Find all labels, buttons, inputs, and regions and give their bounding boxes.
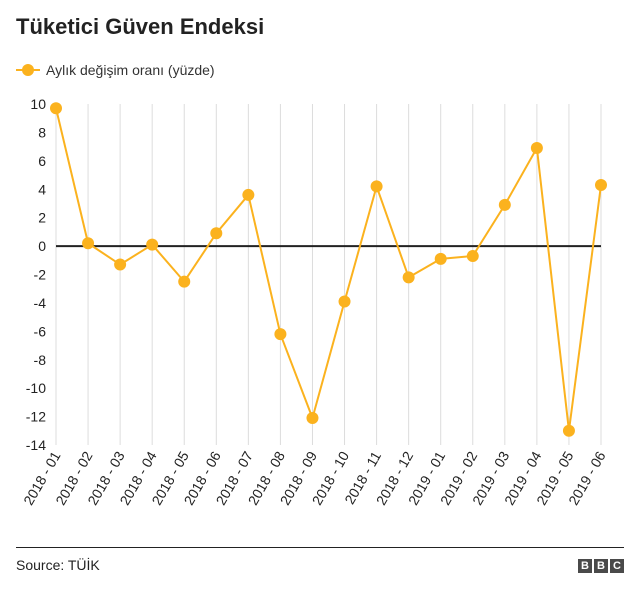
series-line	[55, 108, 602, 432]
bbc-logo: B B C	[578, 559, 624, 573]
data-point	[82, 237, 95, 250]
bbc-logo-letter: B	[578, 559, 592, 573]
data-point	[242, 188, 255, 201]
data-point	[210, 227, 223, 240]
data-point	[466, 250, 479, 263]
y-tick-label: 6	[38, 153, 46, 169]
data-point	[274, 328, 287, 341]
y-tick-label: -4	[34, 295, 47, 311]
legend: Aylık değişim oranı (yüzde)	[16, 60, 215, 80]
bbc-logo-letter: C	[610, 559, 624, 573]
legend-label: Aylık değişim oranı (yüzde)	[46, 62, 215, 78]
data-point	[498, 198, 511, 211]
data-point	[114, 258, 127, 271]
y-tick-label: 0	[38, 238, 46, 254]
data-point	[146, 238, 159, 251]
bbc-logo-letter: B	[594, 559, 608, 573]
y-tick-label: -14	[26, 437, 46, 453]
data-point	[370, 180, 383, 193]
legend-marker-icon	[16, 63, 40, 77]
y-tick-label: -6	[34, 323, 47, 339]
data-point	[306, 412, 319, 425]
data-point	[338, 295, 351, 308]
data-point	[562, 424, 575, 437]
footer-divider	[16, 547, 624, 548]
y-tick-label: -10	[26, 380, 46, 396]
data-point	[434, 252, 447, 265]
data-point	[530, 142, 543, 155]
chart-title: Tüketici Güven Endeksi	[16, 14, 265, 39]
data-point	[178, 275, 191, 288]
data-point	[402, 271, 415, 284]
y-tick-label: -12	[26, 409, 46, 425]
y-tick-label: 8	[38, 124, 46, 140]
y-tick-label: 4	[38, 181, 46, 197]
legend-dot	[22, 64, 34, 76]
y-tick-label: 2	[38, 210, 46, 226]
data-point	[50, 102, 62, 115]
data-point	[595, 178, 607, 191]
source-label: Source: TÜİK	[16, 557, 100, 573]
y-tick-label: 10	[30, 96, 46, 112]
y-tick-label: -8	[34, 352, 47, 368]
y-tick-label: -2	[34, 267, 47, 283]
